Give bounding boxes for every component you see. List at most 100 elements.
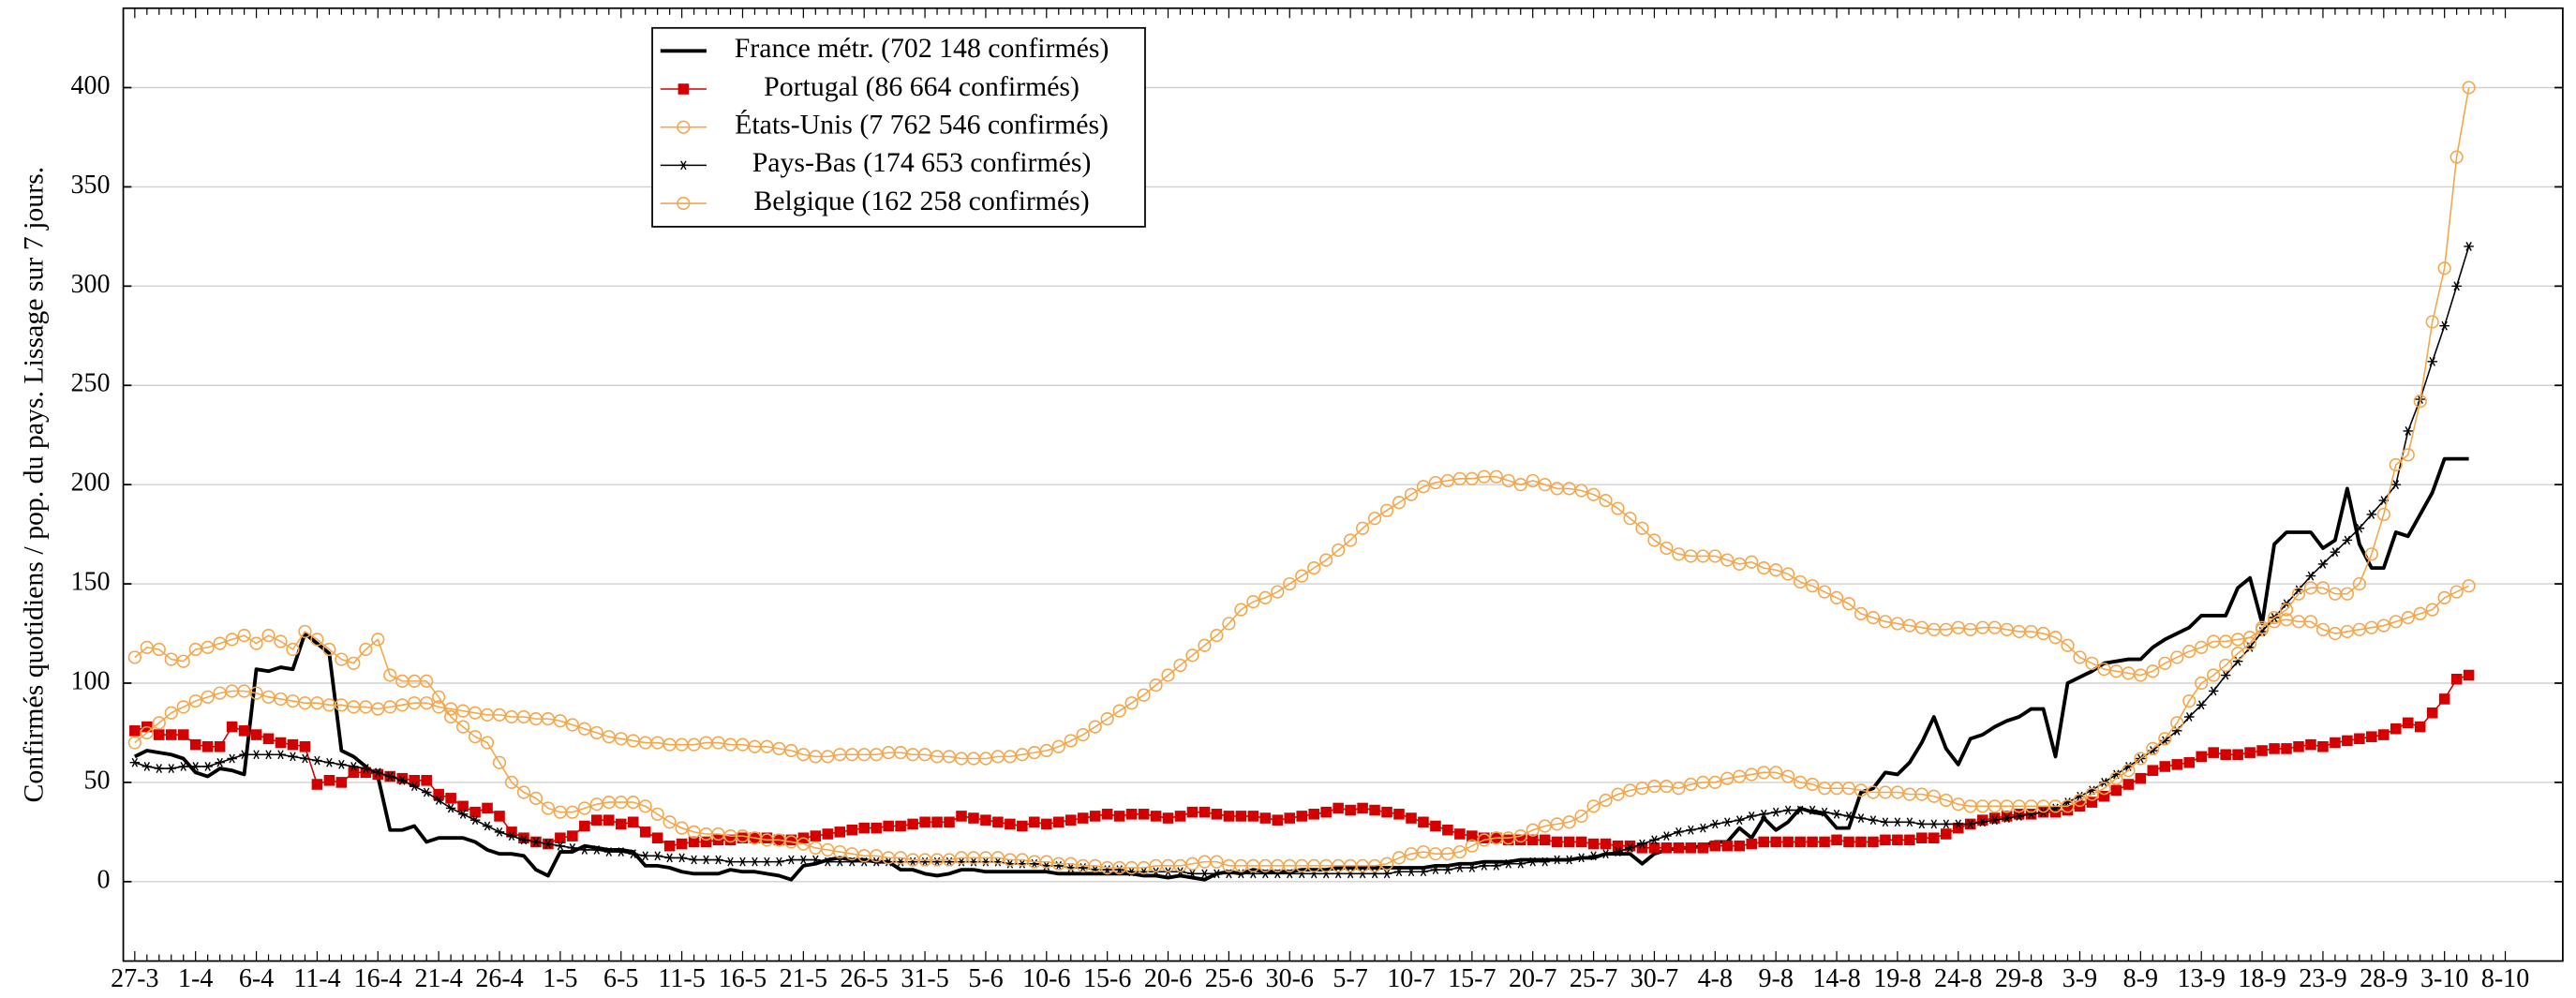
marker: [2354, 733, 2365, 745]
marker: [2352, 576, 2366, 591]
marker: [2061, 799, 2075, 813]
marker: [2073, 650, 2087, 664]
marker: [1406, 812, 1417, 824]
marker: [154, 764, 165, 773]
marker: [2220, 749, 2231, 761]
marker: [798, 855, 809, 865]
marker: [1039, 743, 1053, 758]
marker: [1234, 603, 1248, 617]
marker: [1150, 811, 1162, 822]
marker: [992, 856, 1004, 867]
marker: [1223, 811, 1235, 822]
marker: [567, 830, 578, 842]
marker: [834, 827, 846, 838]
marker: [1782, 805, 1794, 815]
marker: [1758, 809, 1769, 819]
marker: [250, 729, 262, 740]
marker: [2255, 620, 2270, 634]
y-tick-label: 200: [70, 469, 110, 498]
x-tick-label: 29-8: [1995, 964, 2043, 993]
marker: [239, 750, 249, 760]
marker: [1624, 840, 1636, 852]
marker: [1720, 553, 1735, 567]
marker: [2402, 717, 2414, 729]
marker: [506, 827, 517, 838]
marker: [2170, 716, 2184, 730]
marker: [2013, 809, 2025, 820]
marker: [2085, 787, 2099, 801]
marker: [700, 836, 712, 848]
marker: [2463, 669, 2475, 681]
marker: [1587, 838, 1600, 850]
marker: [1538, 478, 1552, 492]
marker: [1101, 809, 1113, 820]
x-tick-label: 24-8: [1934, 964, 1982, 993]
marker: [2073, 793, 2087, 808]
marker: [396, 775, 408, 785]
marker: [1247, 811, 1259, 822]
marker: [1916, 819, 1928, 829]
legend-label: Pays-Bas (174 653 confirmés): [752, 147, 1092, 178]
marker: [1674, 827, 1684, 837]
legend-marker: [678, 83, 690, 95]
marker: [1088, 720, 1102, 734]
marker: [1953, 819, 1964, 829]
marker: [215, 757, 225, 767]
x-tick-label: 25-7: [1570, 964, 1617, 993]
marker: [129, 725, 141, 737]
marker: [1576, 853, 1586, 863]
marker: [774, 856, 784, 867]
marker: [1660, 842, 1673, 854]
marker: [651, 832, 663, 844]
marker: [1393, 809, 1405, 820]
legend-marker: [677, 120, 691, 134]
marker: [433, 796, 444, 805]
marker: [2195, 640, 2209, 654]
marker: [1575, 836, 1587, 848]
marker: [165, 729, 177, 740]
marker: [2464, 242, 2474, 251]
marker: [1819, 807, 1830, 817]
marker: [553, 714, 567, 728]
marker: [201, 740, 214, 752]
marker: [652, 851, 663, 861]
marker: [1491, 860, 1502, 871]
y-tick-label: 50: [84, 766, 111, 795]
marker: [2342, 535, 2353, 545]
marker: [1976, 814, 1988, 826]
marker: [1941, 819, 1952, 829]
marker: [164, 706, 178, 720]
marker: [639, 827, 651, 838]
x-tick-label: 13-9: [2178, 964, 2226, 993]
marker: [1367, 512, 1382, 526]
marker: [201, 640, 215, 654]
marker: [858, 822, 870, 834]
marker: [432, 690, 446, 704]
marker: [1344, 533, 1358, 547]
marker: [589, 725, 603, 740]
marker: [323, 775, 335, 786]
marker: [1430, 865, 1441, 875]
marker: [968, 812, 979, 824]
marker: [1647, 533, 1661, 547]
marker: [603, 847, 615, 856]
marker: [1259, 812, 1272, 824]
marker: [992, 816, 1004, 828]
marker: [299, 740, 311, 752]
x-tick-label: 3-10: [2420, 964, 2468, 993]
x-tick-label: 20-6: [1144, 964, 1192, 993]
marker: [2330, 737, 2341, 749]
marker: [689, 855, 699, 865]
marker: [2376, 618, 2390, 633]
marker: [2061, 638, 2075, 652]
marker: [322, 642, 336, 657]
marker: [1562, 815, 1576, 829]
marker: [1452, 844, 1467, 859]
marker: [1708, 549, 1722, 563]
marker: [373, 767, 383, 778]
marker: [944, 816, 955, 828]
marker: [615, 818, 627, 830]
marker: [2427, 356, 2437, 366]
marker: [2267, 610, 2282, 625]
marker: [1467, 863, 1478, 872]
